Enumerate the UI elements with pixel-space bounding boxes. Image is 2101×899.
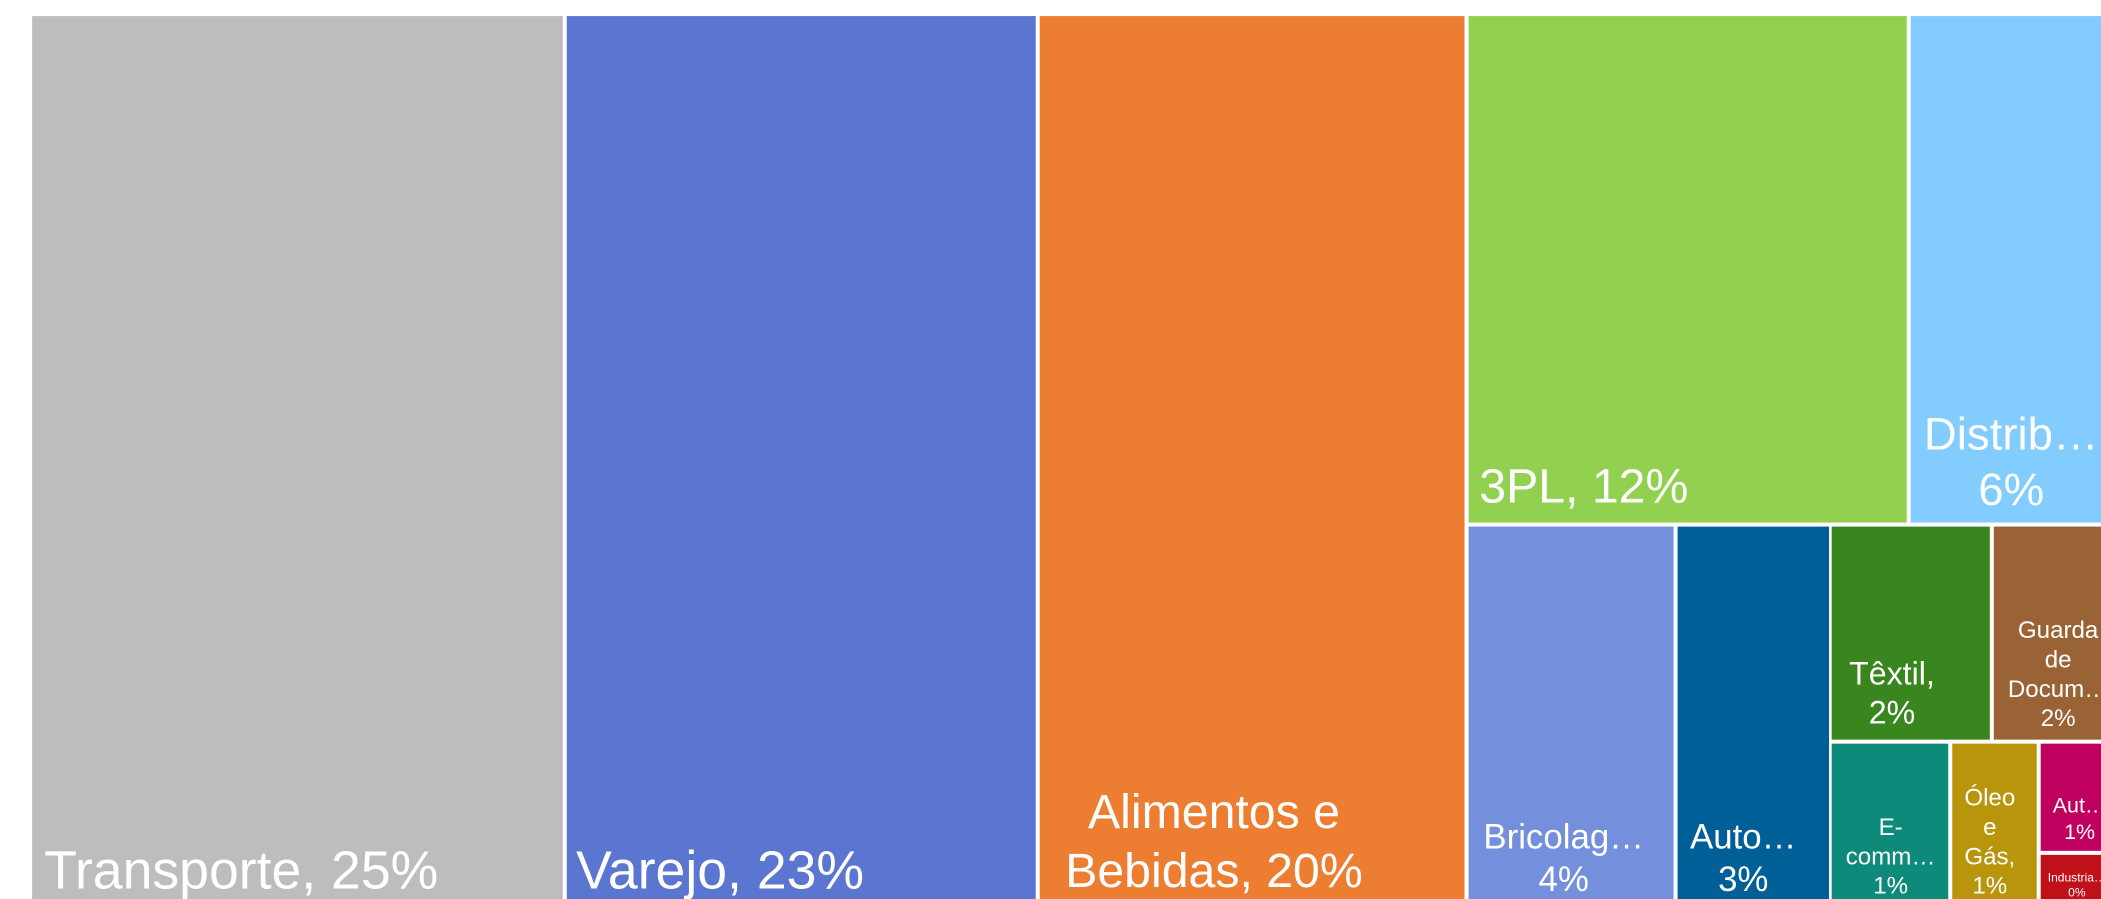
tile-label: e [1983, 814, 1996, 841]
treemap-tile [566, 16, 1036, 899]
tile-label: Têxtil, [1849, 655, 1935, 691]
tile-label: E- [1879, 814, 1903, 841]
tile-label: Varejo, 23% [576, 840, 864, 899]
tile-label: Bebidas, 20% [1065, 844, 1363, 898]
treemap-tile [1831, 743, 1949, 899]
tile-label: 2% [1869, 695, 1915, 731]
treemap-tile [2040, 743, 2101, 851]
treemap-tile [1952, 743, 2037, 899]
tile-label: Transporte, 25% [44, 840, 438, 899]
treemap-tile [1993, 526, 2101, 740]
tile-label: 4% [1539, 860, 1589, 899]
tile-label: Distrib… [1924, 409, 2099, 460]
tile-label: 1% [1873, 873, 1908, 899]
tile-label: Gás, [1964, 843, 2015, 870]
treemap-tile [1039, 16, 1465, 899]
treemap-tile [1468, 16, 1907, 523]
tile-label: Docum… [2008, 676, 2101, 703]
treemap-tile [1468, 526, 1674, 899]
tile-label: 3PL, 12% [1479, 459, 1688, 513]
tile-label: Aut… [2053, 794, 2101, 818]
treemap-tile [1677, 526, 1829, 899]
tile-label: 6% [1978, 464, 2044, 515]
tile-label: Bricolag… [1483, 818, 1644, 857]
tile-label: 1% [1972, 873, 2007, 899]
tile-label: Auto… [1690, 818, 1796, 857]
tile-label: 1% [2064, 820, 2095, 844]
tile-label: Guarda [2018, 617, 2099, 644]
tile-label: Industria… [2048, 871, 2101, 885]
treemap-tile [1831, 526, 1990, 740]
tile-label: Óleo [1964, 784, 2015, 811]
tile-label: 2% [2041, 705, 2076, 732]
tile-label: 0% [2068, 885, 2086, 899]
treemap-tile [32, 16, 563, 899]
treemap-tile [1910, 16, 2101, 523]
tile-label: 3% [1718, 860, 1768, 899]
tile-label: Alimentos e [1088, 785, 1340, 839]
treemap-tile [2040, 854, 2101, 899]
tile-label: comm… [1846, 843, 1936, 870]
tile-label: de [2045, 646, 2072, 673]
